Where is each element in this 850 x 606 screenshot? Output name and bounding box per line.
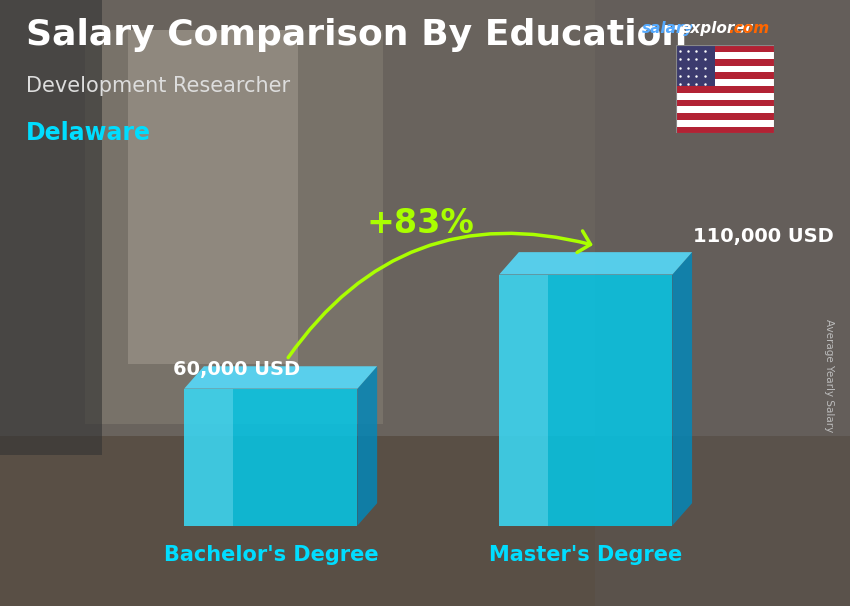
Text: salary: salary <box>642 21 694 36</box>
Bar <box>676 113 774 120</box>
Text: Delaware: Delaware <box>26 121 150 145</box>
Polygon shape <box>499 275 672 525</box>
Bar <box>676 73 774 79</box>
Polygon shape <box>358 366 377 525</box>
Bar <box>0 436 850 606</box>
Bar <box>595 0 850 606</box>
Bar <box>676 86 774 93</box>
Polygon shape <box>184 388 358 525</box>
Bar <box>676 65 774 73</box>
Bar <box>676 45 774 52</box>
Text: Development Researcher: Development Researcher <box>26 76 290 96</box>
Text: Bachelor's Degree: Bachelor's Degree <box>163 545 378 565</box>
Bar <box>676 127 774 133</box>
Polygon shape <box>184 366 377 388</box>
Text: Average Yearly Salary: Average Yearly Salary <box>824 319 834 432</box>
Text: 60,000 USD: 60,000 USD <box>173 360 300 379</box>
Bar <box>676 45 715 86</box>
Bar <box>0 0 102 454</box>
Text: Salary Comparison By Education: Salary Comparison By Education <box>26 18 687 52</box>
Bar <box>676 93 774 99</box>
Bar <box>676 120 774 127</box>
Text: Master's Degree: Master's Degree <box>489 545 683 565</box>
Bar <box>676 59 774 65</box>
Polygon shape <box>672 252 692 525</box>
Text: explorer: explorer <box>680 21 752 36</box>
Polygon shape <box>499 252 692 275</box>
Bar <box>676 99 774 106</box>
Bar <box>676 79 774 86</box>
Polygon shape <box>184 388 233 525</box>
Text: .com: .com <box>728 21 769 36</box>
FancyArrowPatch shape <box>288 231 591 358</box>
Bar <box>676 106 774 113</box>
Bar <box>676 52 774 59</box>
Text: 110,000 USD: 110,000 USD <box>693 227 833 246</box>
Bar <box>85 30 382 424</box>
Bar <box>128 30 298 364</box>
Text: +83%: +83% <box>366 207 474 240</box>
Polygon shape <box>499 275 547 525</box>
